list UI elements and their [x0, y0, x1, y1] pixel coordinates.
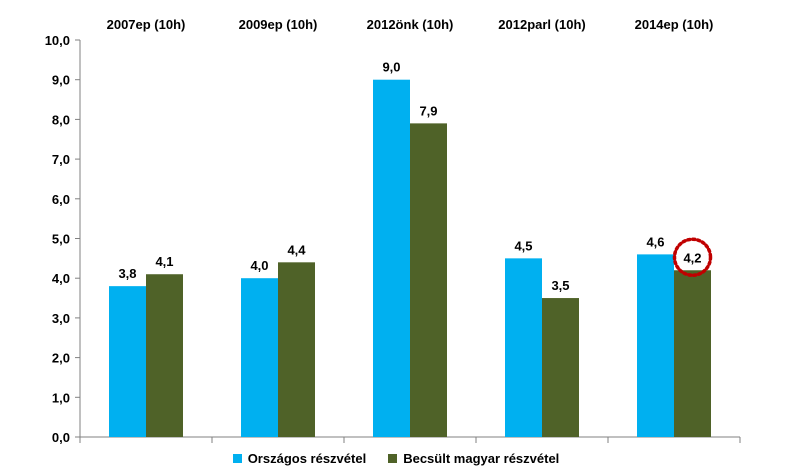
legend-swatch-orszagos: [232, 453, 242, 463]
y-tick-label: 7,0: [52, 152, 70, 167]
y-tick-label: 2,0: [52, 351, 70, 366]
category-label: 2014ep (10h): [635, 17, 714, 32]
y-tick-label: 0,0: [52, 430, 70, 445]
category-label: 2009ep (10h): [239, 17, 318, 32]
bar-becsult: [410, 123, 447, 438]
data-label-becsult: 4,1: [155, 254, 173, 269]
data-label-becsult: 7,9: [419, 103, 437, 118]
bar-orszagos: [241, 278, 278, 437]
y-tick-label: 10,0: [45, 33, 70, 48]
legend-item-orszagos: Országos részvétel: [232, 450, 367, 466]
legend: Országos részvétel Becsült magyar részvé…: [0, 449, 792, 467]
bar-orszagos: [109, 286, 146, 437]
y-tick-label: 3,0: [52, 311, 70, 326]
category-label: 2012parl (10h): [498, 17, 585, 32]
category-label: 2007ep (10h): [107, 17, 186, 32]
legend-swatch-becsult: [388, 453, 398, 463]
data-label-orszagos: 9,0: [382, 60, 400, 75]
y-tick-label: 8,0: [52, 112, 70, 127]
bar-becsult: [674, 270, 711, 437]
legend-label-becsult: Becsült magyar részvétel: [403, 450, 560, 466]
data-label-orszagos: 4,5: [514, 238, 532, 253]
y-tick-label: 6,0: [52, 192, 70, 207]
data-label-becsult: 3,5: [551, 278, 569, 293]
bar-orszagos: [505, 258, 542, 437]
data-label-orszagos: 4,6: [646, 234, 664, 249]
bar-becsult: [542, 298, 579, 437]
data-label-orszagos: 4,0: [250, 258, 268, 273]
legend-label-orszagos: Országos részvétel: [247, 450, 367, 466]
bar-becsult: [146, 274, 183, 437]
data-label-becsult: 4,4: [287, 242, 306, 257]
bar-orszagos: [637, 254, 674, 437]
y-tick-label: 4,0: [52, 271, 70, 286]
legend-item-becsult: Becsült magyar részvétel: [388, 451, 559, 466]
category-label: 2012önk (10h): [367, 17, 454, 32]
bar-orszagos: [373, 79, 410, 437]
data-label-orszagos: 3,8: [118, 266, 136, 281]
annotation-circle: [672, 237, 713, 278]
data-label-becsult: 4,2: [683, 250, 701, 265]
bar-becsult: [278, 262, 315, 437]
y-tick-label: 5,0: [52, 232, 70, 247]
y-tick-label: 1,0: [52, 390, 70, 405]
y-tick-label: 9,0: [52, 73, 70, 88]
